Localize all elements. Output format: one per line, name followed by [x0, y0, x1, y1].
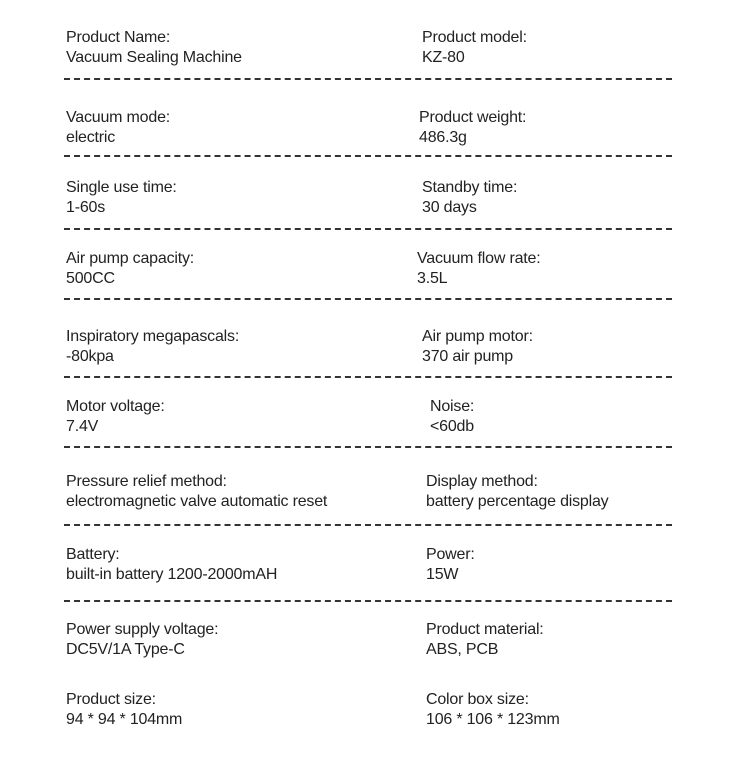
dashed-divider	[64, 446, 672, 448]
spec-value: electric	[66, 129, 116, 146]
dashed-divider	[64, 78, 672, 80]
spec-left-8: Power supply voltage: DC5V/1A Type-C	[66, 620, 219, 660]
spec-left-9: Product size: 94 * 94 * 104mm	[66, 690, 182, 730]
spec-value: 486.3g	[419, 129, 467, 146]
spec-label: Vacuum mode:	[66, 109, 171, 126]
spec-value: 15W	[426, 566, 459, 583]
spec-value: 106 * 106 * 123mm	[426, 711, 560, 728]
spec-value: 370 air pump	[422, 348, 513, 365]
spec-left-3: Air pump capacity: 500CC	[66, 249, 194, 289]
spec-value: -80kpa	[66, 348, 114, 365]
spec-label: Battery:	[66, 546, 120, 563]
spec-label: Single use time:	[66, 179, 177, 196]
spec-right-3: Vacuum flow rate: 3.5L	[417, 249, 541, 289]
spec-label: Product weight:	[419, 109, 527, 126]
spec-value: battery percentage display	[426, 493, 609, 510]
spec-label: Display method:	[426, 473, 538, 490]
spec-value: built-in battery 1200-2000mAH	[66, 566, 278, 583]
spec-value: 500CC	[66, 270, 115, 287]
dashed-divider	[64, 524, 672, 526]
spec-left-5: Motor voltage: 7.4V	[66, 397, 165, 437]
spec-left-1: Vacuum mode: electric	[66, 108, 170, 148]
spec-label: Motor voltage:	[66, 398, 165, 415]
spec-right-2: Standby time: 30 days	[422, 178, 517, 218]
spec-label: Air pump capacity:	[66, 250, 195, 267]
spec-label: Vacuum flow rate:	[417, 250, 541, 267]
spec-right-5: Noise: <60db	[430, 397, 474, 437]
spec-value: 1-60s	[66, 199, 106, 216]
spec-right-0: Product model: KZ-80	[422, 28, 527, 68]
dashed-divider	[64, 600, 672, 602]
spec-label: Product material:	[426, 621, 544, 638]
dashed-divider	[64, 155, 672, 157]
spec-value: ABS, PCB	[426, 641, 499, 658]
spec-left-0: Product Name: Vacuum Sealing Machine	[66, 28, 242, 68]
spec-value: 3.5L	[417, 270, 448, 287]
dashed-divider	[64, 298, 672, 300]
spec-right-7: Power: 15W	[426, 545, 475, 585]
spec-value: 94 * 94 * 104mm	[66, 711, 183, 728]
spec-left-6: Pressure relief method: electromagnetic v…	[66, 472, 327, 512]
spec-label: Power supply voltage:	[66, 621, 219, 638]
spec-label: Air pump motor:	[422, 328, 533, 345]
spec-label: Pressure relief method:	[66, 473, 227, 490]
spec-right-8: Product material: ABS, PCB	[426, 620, 544, 660]
spec-label: Color box size:	[426, 691, 529, 708]
spec-right-4: Air pump motor: 370 air pump	[422, 327, 533, 367]
dashed-divider	[64, 228, 672, 230]
spec-value: Vacuum Sealing Machine	[66, 49, 242, 66]
spec-value: DC5V/1A Type-C	[66, 641, 185, 658]
spec-right-6: Display method: battery percentage displa…	[426, 472, 609, 512]
spec-right-1: Product weight: 486.3g	[419, 108, 526, 148]
spec-value: 7.4V	[66, 418, 99, 435]
spec-value: <60db	[430, 418, 474, 435]
spec-label: Product model:	[422, 29, 527, 46]
spec-left-7: Battery: built-in battery 1200-2000mAH	[66, 545, 277, 585]
spec-left-2: Single use time: 1-60s	[66, 178, 177, 218]
spec-label: Standby time:	[422, 179, 518, 196]
spec-value: 30 days	[422, 199, 477, 216]
spec-value: KZ-80	[422, 49, 465, 66]
spec-right-9: Color box size: 106 * 106 * 123mm	[426, 690, 560, 730]
spec-label: Noise:	[430, 398, 475, 415]
spec-label: Product size:	[66, 691, 156, 708]
spec-label: Inspiratory megapascals:	[66, 328, 240, 345]
spec-label: Product Name:	[66, 29, 171, 46]
spec-left-4: Inspiratory megapascals: -80kpa	[66, 327, 239, 367]
spec-value: electromagnetic valve automatic reset	[66, 493, 328, 510]
spec-label: Power:	[426, 546, 475, 563]
dashed-divider	[64, 376, 672, 378]
